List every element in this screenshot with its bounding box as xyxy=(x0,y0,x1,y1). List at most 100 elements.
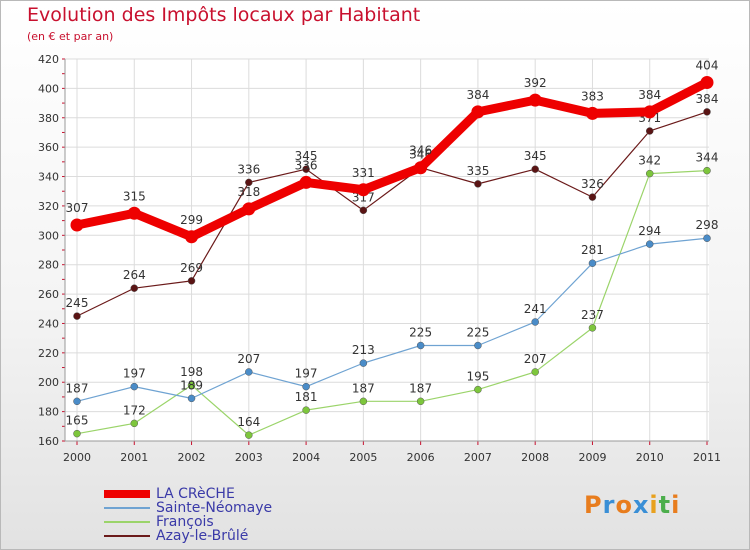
data-point-la-creche xyxy=(700,76,714,90)
data-label-sainte-neomaye: 298 xyxy=(696,218,719,232)
data-label-la-creche: 307 xyxy=(66,201,89,215)
data-label-azay-le-brule: 336 xyxy=(237,162,260,176)
y-tick-label: 280 xyxy=(38,259,59,272)
x-tick-label: 2009 xyxy=(578,451,606,464)
data-point-la-creche xyxy=(185,230,199,244)
x-tick-label: 2004 xyxy=(292,451,320,464)
x-tick-label: 2003 xyxy=(235,451,263,464)
data-point-azay-le-brule xyxy=(245,178,253,187)
data-label-sainte-neomaye: 197 xyxy=(295,367,318,381)
data-point-azay-le-brule xyxy=(645,127,654,135)
data-point-francois xyxy=(531,368,539,376)
data-point-azay-le-brule xyxy=(474,180,482,188)
logo-letter: r xyxy=(602,491,616,519)
x-tick-label: 2006 xyxy=(407,451,435,464)
data-point-francois xyxy=(187,381,196,389)
x-tick-label: 2010 xyxy=(636,451,664,464)
data-point-la-creche xyxy=(70,218,84,232)
data-point-la-creche xyxy=(528,93,542,107)
data-point-sainte-neomaye xyxy=(588,259,597,267)
data-point-la-creche xyxy=(585,106,599,120)
y-tick-label: 160 xyxy=(38,435,59,448)
logo-letter: i xyxy=(671,491,681,519)
data-point-francois xyxy=(416,397,425,406)
y-tick-label: 200 xyxy=(38,376,59,389)
x-tick-label: 2008 xyxy=(521,451,549,464)
data-label-la-creche: 384 xyxy=(466,88,489,102)
data-label-la-creche: 315 xyxy=(123,189,146,203)
data-label-azay-le-brule: 345 xyxy=(524,149,547,163)
y-tick-label: 240 xyxy=(38,317,59,330)
y-tick-label: 260 xyxy=(38,288,59,301)
x-tick-label: 2007 xyxy=(464,451,492,464)
data-point-azay-le-brule xyxy=(73,312,81,320)
data-point-azay-le-brule xyxy=(703,108,711,116)
legend-label-francois: François xyxy=(156,514,214,530)
logo-letter: i xyxy=(649,491,659,519)
data-label-francois: 181 xyxy=(295,390,318,404)
data-label-azay-le-brule: 264 xyxy=(123,268,146,282)
data-point-azay-le-brule xyxy=(588,193,597,201)
legend-swatch-francois xyxy=(104,521,150,523)
data-label-la-creche: 331 xyxy=(352,166,375,180)
series-line-azay-le-brule xyxy=(76,111,708,317)
data-label-francois: 195 xyxy=(466,370,489,384)
data-point-la-creche xyxy=(471,105,485,119)
data-point-azay-le-brule xyxy=(302,165,310,173)
data-label-sainte-neomaye: 225 xyxy=(409,326,432,340)
legend-item-francois: François xyxy=(104,514,214,530)
data-label-francois: 198 xyxy=(180,365,203,379)
data-label-sainte-neomaye: 225 xyxy=(466,326,489,340)
data-point-la-creche xyxy=(242,202,256,216)
data-label-francois: 344 xyxy=(696,151,719,165)
data-point-francois xyxy=(645,169,654,178)
data-label-azay-le-brule: 326 xyxy=(581,177,604,191)
data-point-francois xyxy=(245,431,253,439)
data-point-azay-le-brule xyxy=(359,206,368,215)
data-label-la-creche: 318 xyxy=(237,185,260,199)
data-point-la-creche xyxy=(127,206,141,220)
data-point-sainte-neomaye xyxy=(531,318,539,326)
logo-letter: t xyxy=(658,491,672,519)
y-tick-label: 380 xyxy=(38,112,59,125)
legend-label-sainte-neomaye: Sainte-Néomaye xyxy=(156,500,273,516)
legend-item-la-creche: LA CRèCHE xyxy=(104,486,235,502)
chart-title: Evolution des Impôts locaux par Habitant xyxy=(27,4,421,26)
y-tick-label: 300 xyxy=(38,229,59,242)
data-label-francois: 342 xyxy=(638,154,661,168)
y-tick-label: 340 xyxy=(38,171,59,184)
data-label-azay-le-brule: 269 xyxy=(180,261,203,275)
data-label-francois: 237 xyxy=(581,308,604,322)
data-label-sainte-neomaye: 213 xyxy=(352,343,375,357)
data-label-la-creche: 346 xyxy=(409,144,432,158)
x-tick-label: 2001 xyxy=(120,451,148,464)
data-label-sainte-neomaye: 189 xyxy=(180,378,203,392)
y-tick-label: 420 xyxy=(38,53,59,66)
data-label-sainte-neomaye: 281 xyxy=(581,243,604,257)
y-tick-label: 320 xyxy=(38,200,59,213)
data-point-sainte-neomaye xyxy=(359,359,368,367)
data-point-sainte-neomaye xyxy=(302,382,310,391)
data-point-sainte-neomaye xyxy=(474,341,482,350)
proxiti-logo: Proxiti xyxy=(584,491,680,519)
data-label-azay-le-brule: 345 xyxy=(295,149,318,163)
data-point-francois xyxy=(359,397,368,406)
logo-letter: o xyxy=(615,491,633,519)
data-point-la-creche xyxy=(414,161,428,175)
data-point-sainte-neomaye xyxy=(130,382,139,391)
data-label-la-creche: 336 xyxy=(295,158,318,172)
legend-label-azay-le-brule: Azay-le-Brûlé xyxy=(156,528,249,544)
legend-label-la-creche: LA CRèCHE xyxy=(156,486,235,502)
data-point-sainte-neomaye xyxy=(416,341,425,350)
data-point-sainte-neomaye xyxy=(245,368,253,376)
data-label-la-creche: 383 xyxy=(581,89,604,103)
data-label-sainte-neomaye: 207 xyxy=(237,352,260,366)
x-tick-label: 2002 xyxy=(178,451,206,464)
legend-swatch-la-creche xyxy=(104,490,150,498)
data-label-sainte-neomaye: 294 xyxy=(638,224,661,238)
y-tick-label: 360 xyxy=(38,141,59,154)
data-label-la-creche: 384 xyxy=(638,88,661,102)
y-tick-label: 400 xyxy=(38,82,59,95)
legend-item-azay-le-brule: Azay-le-Brûlé xyxy=(104,528,249,544)
